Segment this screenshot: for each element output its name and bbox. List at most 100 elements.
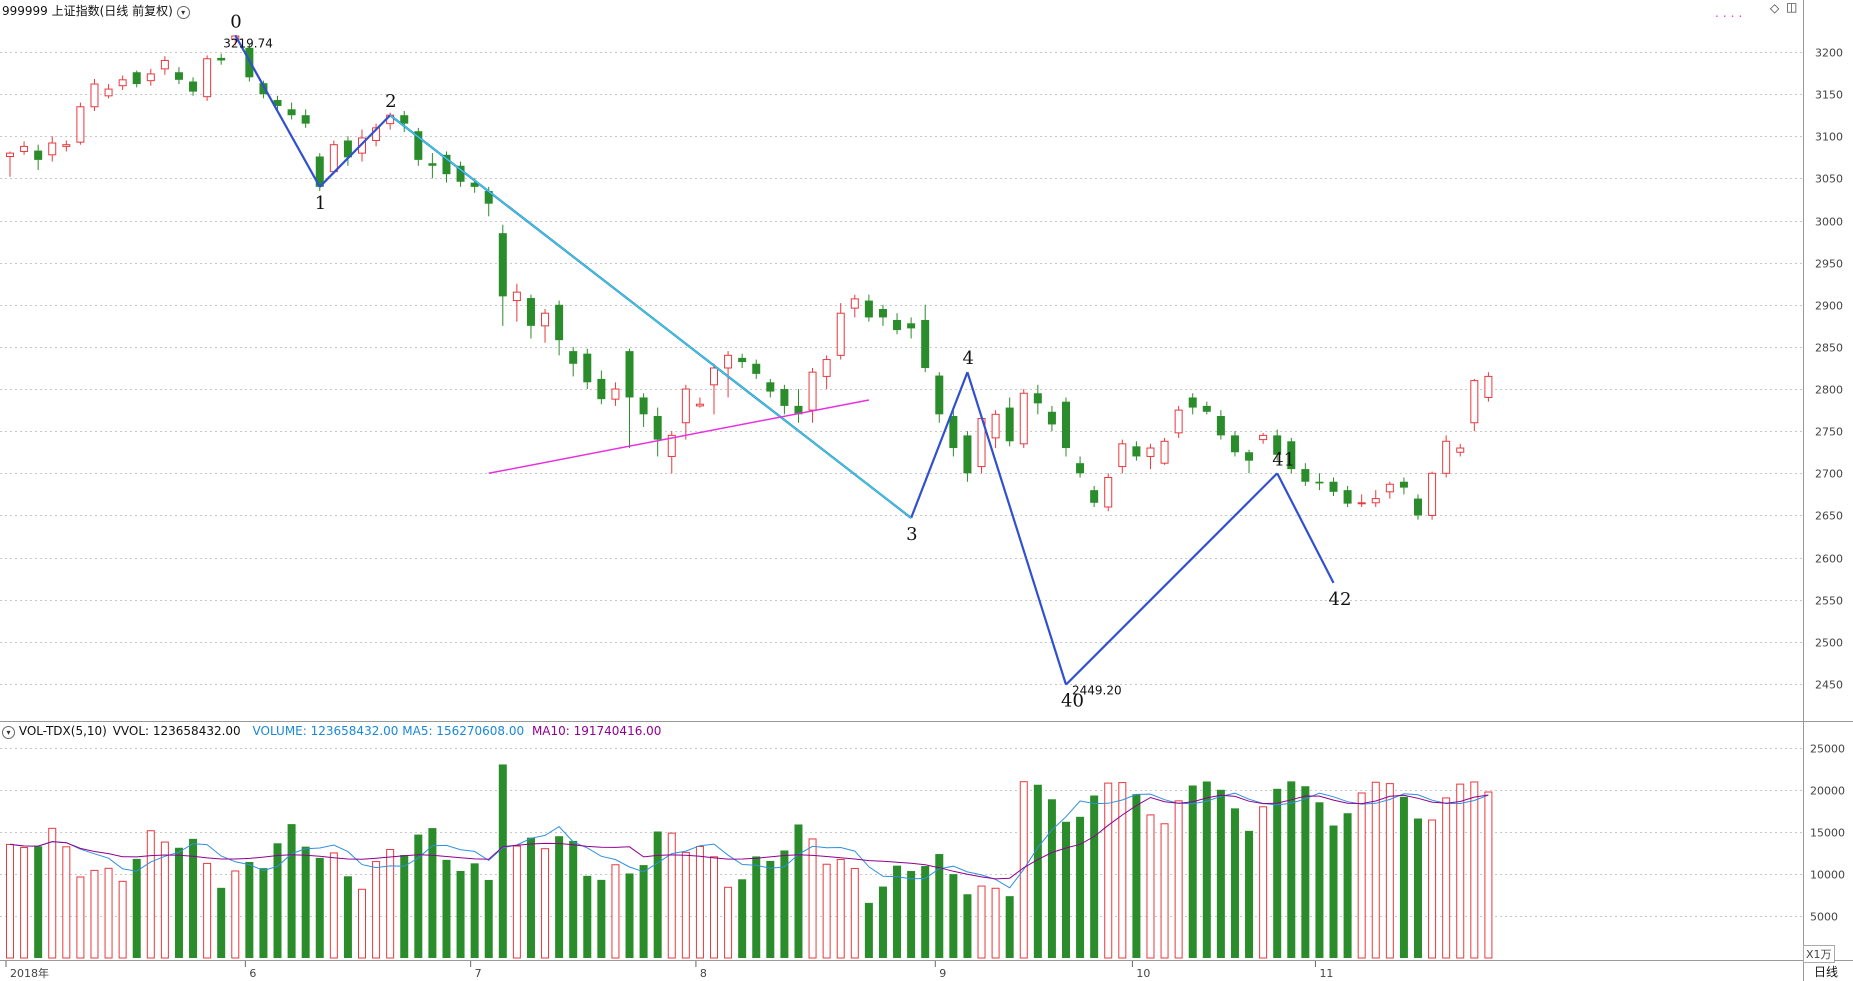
candle [653, 407, 662, 457]
candle-body [1047, 411, 1056, 425]
candle [752, 359, 761, 379]
volume-bar [752, 856, 761, 958]
volume-bar [850, 867, 859, 959]
candle [864, 294, 873, 322]
chevron-down-icon[interactable]: ▾ [2, 726, 15, 739]
candle-body [555, 304, 564, 341]
price-tick-label: 2950 [1815, 258, 1843, 271]
volume-grid [0, 748, 1803, 917]
candle-body [1259, 434, 1268, 441]
volume-bar [1428, 819, 1437, 959]
candle [1259, 432, 1268, 444]
candle [1216, 410, 1225, 440]
volume-ma-lines [9, 792, 1489, 889]
volume-bar [34, 846, 43, 958]
volume-bar [625, 873, 634, 958]
candle-body [1385, 483, 1394, 493]
vvol-value: VVOL: 123658432.00 [112, 724, 241, 738]
candle-body [470, 182, 479, 187]
volume-bar [949, 874, 958, 958]
ma10-value: MA10: 191740416.00 [531, 724, 662, 738]
volume-bar [1399, 796, 1408, 958]
candle [20, 141, 29, 155]
diamond-icon[interactable]: ◇ [1770, 1, 1780, 15]
candle-body [1005, 407, 1014, 442]
date-tick-label: 8 [700, 967, 707, 980]
price-tick-label: 2450 [1815, 679, 1843, 692]
candle-body [48, 142, 57, 156]
candle [1357, 494, 1366, 507]
candle [639, 393, 648, 427]
volume-axis: 5000 10000 15000 20000 25000 [1810, 743, 1845, 924]
candle [1062, 397, 1070, 457]
wave-segment [1065, 472, 1278, 686]
candle [949, 410, 958, 457]
date-tick-label: 11 [1319, 967, 1333, 980]
candle-body [949, 416, 958, 449]
candle-body [526, 298, 535, 326]
candle-body [921, 319, 930, 368]
volume-bar [822, 863, 831, 959]
candle [850, 294, 859, 318]
price-tick-label: 2850 [1815, 342, 1843, 355]
date-axis: 2018年 6 7 8 9 10 11 [5, 961, 1333, 980]
candle-body [428, 163, 437, 166]
candle [118, 75, 127, 90]
volume-bar [1202, 781, 1211, 958]
volume-bar [1287, 781, 1296, 958]
candle [1005, 397, 1014, 447]
candle-body [653, 416, 662, 440]
volume-bar [653, 831, 662, 958]
candle [76, 102, 85, 145]
volume-bar [48, 827, 57, 959]
candle-body [160, 59, 169, 70]
volume-bar [794, 824, 803, 958]
volume-bar [329, 852, 338, 959]
volume-bar [569, 840, 578, 958]
volume-bar [724, 886, 733, 959]
volume-bar [315, 857, 324, 958]
volume-bar [512, 845, 521, 959]
candle-body [639, 397, 648, 415]
candle [174, 67, 183, 85]
candle [836, 303, 845, 360]
wave-label: 3 [906, 524, 917, 545]
candle-body [90, 83, 99, 108]
candle-body [456, 165, 465, 182]
volume-bar [766, 860, 775, 958]
price-tick-label: 2550 [1815, 595, 1843, 608]
candle [991, 410, 1000, 449]
candle [1047, 405, 1056, 432]
volume-bar [1414, 818, 1422, 958]
candle-body [329, 144, 338, 173]
candle [1273, 429, 1282, 461]
candle-body [681, 388, 690, 424]
candle-body [1062, 401, 1070, 449]
volume-bar [991, 887, 1000, 959]
candle [6, 151, 14, 177]
volume-bar [1160, 823, 1169, 959]
candle [1301, 463, 1310, 486]
volume-bar [400, 855, 409, 958]
candle-body [484, 191, 493, 204]
candle [1033, 384, 1042, 415]
candle [160, 56, 169, 75]
candle [1076, 456, 1085, 478]
candle [498, 224, 507, 326]
volume-bar [1371, 781, 1380, 959]
window-toggle-icon[interactable]: ◫ [1786, 0, 1798, 14]
volume-bar [1315, 802, 1324, 958]
candle [442, 151, 451, 183]
volume-bar [893, 865, 902, 958]
candle [203, 55, 212, 101]
volume-bar [217, 887, 226, 958]
candle [1160, 437, 1169, 465]
candle-body [1118, 443, 1127, 468]
candle-body [738, 357, 747, 363]
chevron-down-icon[interactable]: ▾ [176, 6, 190, 19]
period-label[interactable]: 日线 [1814, 965, 1839, 979]
candle-body [822, 359, 831, 377]
candle-body [217, 57, 226, 61]
symbol-title: 999999 上证指数(日线 前复权) [2, 4, 173, 18]
